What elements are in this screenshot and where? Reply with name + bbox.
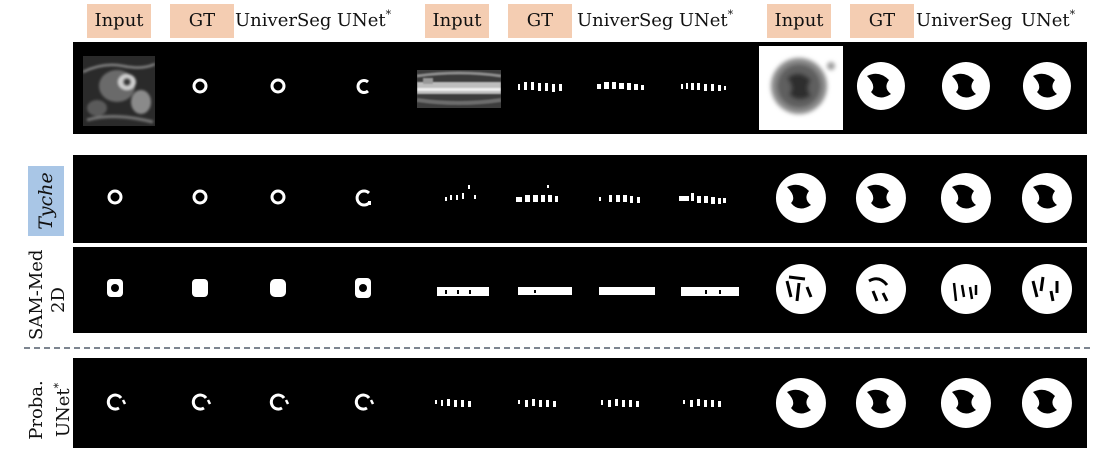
tyche-sample-3-vertebrae	[585, 155, 669, 243]
sam-sample-3-blob	[236, 247, 320, 333]
band-inputs	[73, 42, 1087, 134]
header-universeg-1: UniverSeg	[235, 10, 332, 31]
universeg-mask-cell	[924, 42, 1008, 134]
tyche-sample-3-cell	[924, 155, 1008, 243]
tyche-sample-2-ring	[158, 155, 242, 243]
tyche-sample-1-cell	[759, 155, 843, 243]
proba-sample-3-cell	[924, 358, 1008, 448]
universeg-mask-ring	[236, 42, 320, 134]
header-input-1: Input	[87, 4, 151, 38]
header-input-2: Input	[425, 4, 489, 38]
proba-sample-2-ring	[158, 358, 242, 448]
proba-unet-label: Proba. UNet*	[26, 380, 74, 440]
proba-sample-3-vertebrae	[585, 358, 669, 448]
header-gt-1: GT	[170, 4, 234, 38]
input-image-cardiac-mri	[83, 42, 155, 134]
proba-sample-2-vertebrae	[504, 358, 588, 448]
input-image-cell	[759, 42, 843, 134]
tyche-sample-4-ring	[321, 155, 405, 243]
tyche-sample-2-cell	[839, 155, 923, 243]
sam-label: SAM-Med 2D	[26, 249, 69, 340]
tyche-sample-1-ring	[73, 155, 157, 243]
tyche-sample-3-ring	[236, 155, 320, 243]
header-universeg-2: UniverSeg	[577, 10, 674, 31]
sam-sample-3-spine	[585, 247, 669, 333]
proba-sample-3-ring	[236, 358, 320, 448]
unet-mask-ring	[321, 42, 405, 134]
input-image-spine-mri	[417, 42, 501, 134]
gt-mask-ring	[158, 42, 242, 134]
gt-mask-cell	[839, 42, 923, 134]
unet-mask-vertebrae	[669, 42, 753, 134]
tyche-label: Tyche	[28, 166, 64, 236]
band-tyche	[73, 155, 1087, 243]
sam-sample-1-spine	[417, 247, 501, 333]
sam-sample-4-spine	[669, 247, 753, 333]
header-universeg-3: UniverSeg	[916, 10, 1013, 31]
header-unet-2: UNet*	[678, 8, 734, 31]
header-gt-3: GT	[850, 4, 914, 38]
unet-mask-cell	[1005, 42, 1089, 134]
proba-sample-1-vertebrae	[417, 358, 501, 448]
proba-sample-1-ring	[73, 358, 157, 448]
sam-sample-1-blob	[73, 247, 157, 333]
proba-sample-2-cell	[839, 358, 923, 448]
header-unet-3: UNet*	[1020, 8, 1076, 31]
sam-sample-2-blob	[158, 247, 242, 333]
proba-sample-4-cell	[1005, 358, 1089, 448]
sam-sample-2-cell	[839, 247, 923, 333]
tyche-sample-1-vertebrae	[417, 155, 501, 243]
sam-sample-4-blob	[321, 247, 405, 333]
header-gt-2: GT	[508, 4, 572, 38]
sam-sample-1-cell	[759, 247, 843, 333]
dashed-separator	[24, 347, 1090, 349]
gt-mask-vertebrae	[504, 42, 588, 134]
sam-sample-4-cell	[1005, 247, 1089, 333]
band-proba-unet	[73, 358, 1087, 448]
sam-sample-2-spine	[504, 247, 588, 333]
tyche-sample-4-vertebrae	[669, 155, 753, 243]
header-input-3: Input	[767, 4, 831, 38]
tyche-sample-2-vertebrae	[504, 155, 588, 243]
header-unet-1: UNet*	[336, 8, 392, 31]
proba-sample-4-ring	[321, 358, 405, 448]
tyche-sample-4-cell	[1005, 155, 1089, 243]
proba-sample-1-cell	[759, 358, 843, 448]
proba-sample-4-vertebrae	[669, 358, 753, 448]
sam-sample-3-cell	[924, 247, 1008, 333]
band-sam-med-2d	[73, 247, 1087, 333]
universeg-mask-vertebrae	[585, 42, 669, 134]
